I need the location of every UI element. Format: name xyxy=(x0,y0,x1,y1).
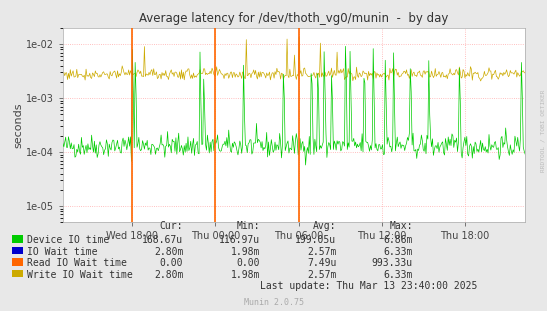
Text: 993.33u: 993.33u xyxy=(372,258,413,268)
Text: 199.05u: 199.05u xyxy=(295,235,336,245)
Text: Cur:: Cur: xyxy=(160,221,183,231)
Text: Min:: Min: xyxy=(236,221,260,231)
Text: Munin 2.0.75: Munin 2.0.75 xyxy=(243,298,304,307)
Text: RRDTOOL / TOBI OETIKER: RRDTOOL / TOBI OETIKER xyxy=(541,89,546,172)
Text: Last update: Thu Mar 13 23:40:00 2025: Last update: Thu Mar 13 23:40:00 2025 xyxy=(260,281,477,290)
Text: 1.98m: 1.98m xyxy=(230,247,260,257)
Text: 0.00: 0.00 xyxy=(236,258,260,268)
Text: 6.33m: 6.33m xyxy=(383,270,413,280)
Text: 2.57m: 2.57m xyxy=(307,247,336,257)
Text: 2.57m: 2.57m xyxy=(307,270,336,280)
Y-axis label: seconds: seconds xyxy=(13,102,23,148)
Text: Write IO Wait time: Write IO Wait time xyxy=(27,270,133,280)
Text: 0.00: 0.00 xyxy=(160,258,183,268)
Text: 168.67u: 168.67u xyxy=(142,235,183,245)
Text: 1.98m: 1.98m xyxy=(230,270,260,280)
Text: Device IO time: Device IO time xyxy=(27,235,109,245)
Text: IO Wait time: IO Wait time xyxy=(27,247,98,257)
Title: Average latency for /dev/thoth_vg0/munin  -  by day: Average latency for /dev/thoth_vg0/munin… xyxy=(139,12,449,26)
Text: 6.33m: 6.33m xyxy=(383,247,413,257)
Text: Max:: Max: xyxy=(389,221,413,231)
Text: 2.80m: 2.80m xyxy=(154,270,183,280)
Text: 6.86m: 6.86m xyxy=(383,235,413,245)
Text: 7.49u: 7.49u xyxy=(307,258,336,268)
Text: Read IO Wait time: Read IO Wait time xyxy=(27,258,127,268)
Text: Avg:: Avg: xyxy=(313,221,336,231)
Text: 116.97u: 116.97u xyxy=(219,235,260,245)
Text: 2.80m: 2.80m xyxy=(154,247,183,257)
